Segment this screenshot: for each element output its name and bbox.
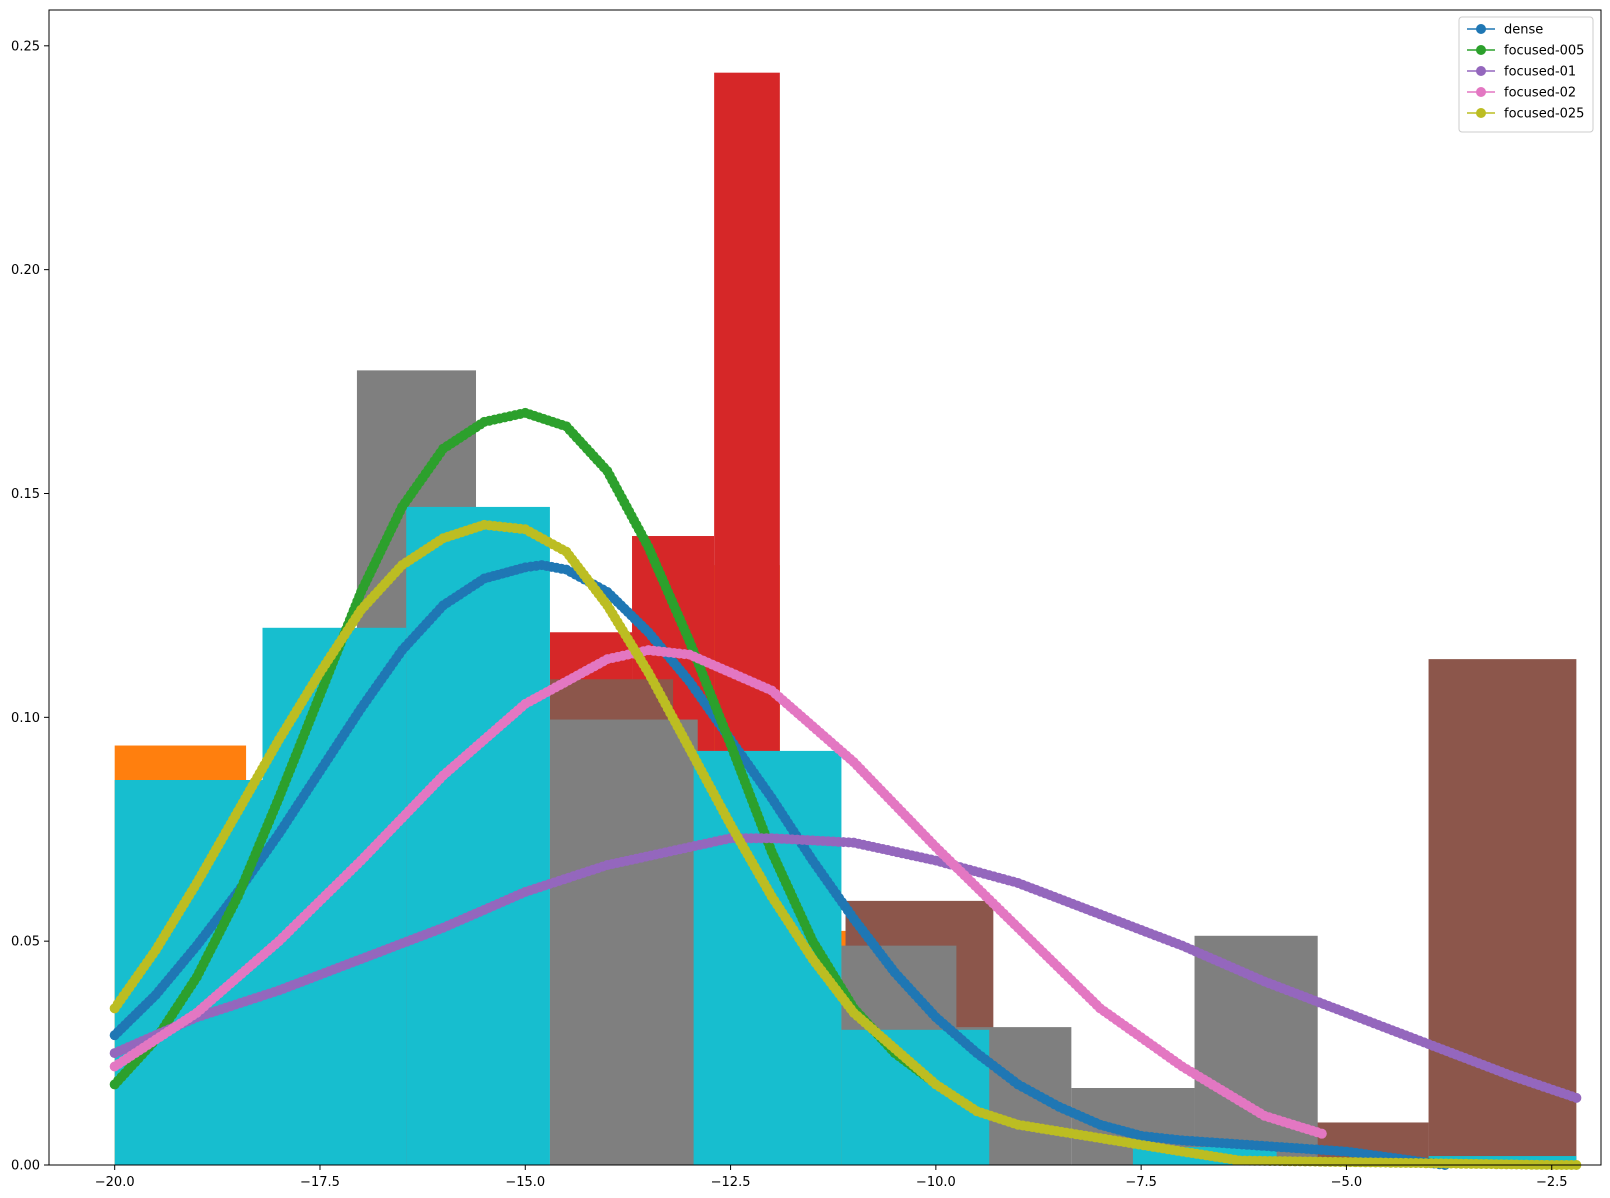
y-tick-label: 0.25 bbox=[11, 39, 40, 54]
x-tick-label: −2.5 bbox=[1536, 1175, 1568, 1190]
x-tick-label: −7.5 bbox=[1125, 1175, 1157, 1190]
hist-4-bar-1 bbox=[262, 627, 407, 1165]
series-lines bbox=[109, 407, 1582, 1170]
x-tick-label: −17.5 bbox=[300, 1175, 340, 1190]
y-tick-label: 0.00 bbox=[11, 1159, 40, 1174]
histogram-bars bbox=[114, 72, 1577, 1166]
legend-box bbox=[1458, 16, 1594, 133]
legend-swatch-marker-focused-025 bbox=[1476, 108, 1486, 118]
legend-swatch-marker-dense bbox=[1476, 24, 1486, 34]
legend-swatch-marker-focused-005 bbox=[1476, 45, 1486, 55]
hist-2-bar-5 bbox=[1428, 659, 1577, 1165]
legend-label-dense: dense bbox=[1504, 23, 1543, 38]
legend-label-focused-025: focused-025 bbox=[1504, 107, 1584, 122]
hist-4-bar-2 bbox=[406, 506, 550, 1166]
x-tick-label: −10.0 bbox=[916, 1175, 956, 1190]
legend-swatch-marker-focused-02 bbox=[1476, 87, 1486, 97]
hist-3-bar-2 bbox=[549, 719, 698, 1165]
x-tick-label: −12.5 bbox=[711, 1175, 751, 1190]
y-axis: 0.00 0.05 0.10 0.15 0.20 0.25 bbox=[11, 39, 49, 1174]
y-tick-label: 0.15 bbox=[11, 487, 40, 502]
y-tick-label: 0.05 bbox=[11, 935, 40, 950]
legend-label-focused-01: focused-01 bbox=[1504, 65, 1576, 80]
x-tick-label: −15.0 bbox=[505, 1175, 545, 1190]
x-axis: −20.0 −17.5 −15.0 −12.5 −10.0 −7.5 −5.0 −2.5 bbox=[95, 1165, 1568, 1190]
y-tick-label: 0.20 bbox=[11, 263, 40, 278]
hist-4-bar-5 bbox=[841, 1029, 990, 1165]
legend-swatch-marker-focused-01 bbox=[1476, 66, 1486, 76]
point-focused-02 bbox=[1316, 1128, 1327, 1139]
legend: dense focused-005 focused-01 focused-02 focu… bbox=[1458, 16, 1594, 133]
y-tick-label: 0.10 bbox=[11, 711, 40, 726]
legend-label-focused-02: focused-02 bbox=[1504, 86, 1576, 101]
x-tick-label: −5.0 bbox=[1331, 1175, 1363, 1190]
point-focused-01 bbox=[1571, 1092, 1582, 1103]
legend-label-focused-005: focused-005 bbox=[1504, 44, 1584, 59]
plot-frame bbox=[48, 9, 1602, 1166]
x-tick-label: −20.0 bbox=[95, 1175, 135, 1190]
